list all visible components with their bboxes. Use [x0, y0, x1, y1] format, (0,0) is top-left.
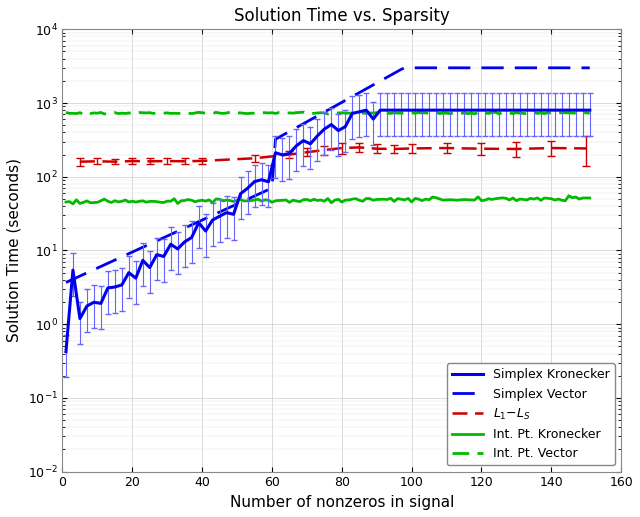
Simplex Vector [394, 68, 401, 74]
Simplex Vector [380, 76, 388, 82]
Int. Pt. Vector [436, 111, 444, 117]
Line: Int. Pt. Vector: Int. Pt. Vector [66, 112, 589, 114]
Simplex Vector [317, 111, 324, 117]
Int. Pt. Vector [300, 109, 307, 115]
Int. Pt. Kronecker [565, 193, 573, 199]
Int. Pt. Vector [586, 110, 593, 116]
Legend: Simplex Kronecker, Simplex Vector, $L_1$$-$$L_S$, Int. Pt. Kronecker, Int. Pt. V: Simplex Kronecker, Simplex Vector, $L_1$… [447, 363, 615, 465]
Int. Pt. Kronecker [321, 198, 328, 204]
Simplex Vector [247, 194, 255, 201]
Int. Pt. Kronecker [397, 196, 405, 202]
Simplex Vector [579, 65, 587, 71]
Int. Pt. Kronecker [586, 195, 593, 201]
Int. Pt. Kronecker [582, 195, 590, 201]
Int. Pt. Vector [324, 111, 332, 117]
Int. Pt. Vector [582, 110, 590, 116]
Int. Pt. Kronecker [251, 197, 259, 203]
Int. Pt. Vector [79, 111, 87, 117]
Simplex Vector [62, 279, 70, 285]
Int. Pt. Vector [62, 109, 70, 115]
Simplex Vector [432, 65, 440, 71]
Int. Pt. Kronecker [62, 199, 70, 205]
Int. Pt. Kronecker [432, 194, 440, 201]
Int. Pt. Vector [401, 110, 408, 116]
Line: Simplex Vector: Simplex Vector [66, 68, 589, 282]
X-axis label: Number of nonzeros in signal: Number of nonzeros in signal [230, 495, 454, 510]
Int. Pt. Vector [251, 110, 259, 116]
Y-axis label: Solution Time (seconds): Solution Time (seconds) [7, 158, 22, 342]
Int. Pt. Kronecker [69, 201, 77, 207]
Int. Pt. Vector [387, 110, 394, 116]
Simplex Vector [586, 65, 593, 71]
Title: Solution Time vs. Sparsity: Solution Time vs. Sparsity [234, 7, 450, 25]
Line: Int. Pt. Kronecker: Int. Pt. Kronecker [66, 196, 589, 204]
Int. Pt. Kronecker [383, 196, 391, 203]
Simplex Vector [401, 65, 408, 71]
